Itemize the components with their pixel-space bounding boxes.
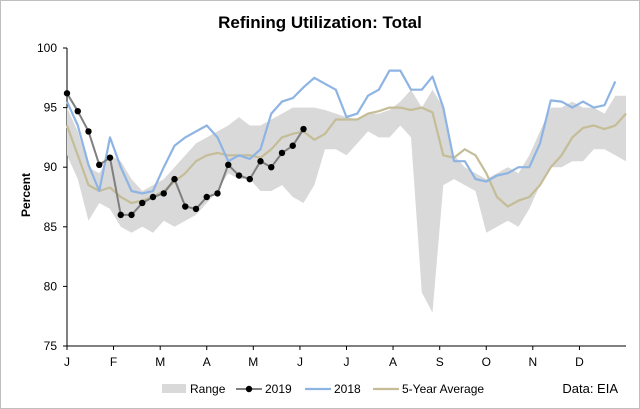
chart-title: Refining Utilization: Total: [218, 13, 422, 32]
point-2019: [182, 203, 189, 210]
point-2019: [289, 142, 296, 149]
point-2019: [300, 125, 307, 133]
x-tick-label: J: [344, 355, 350, 369]
point-2019: [225, 161, 232, 169]
x-tick-label: J: [297, 355, 303, 369]
five-year-average-line: [65, 106, 627, 208]
plot-area: 75 80 85 90 95 100 J F M A M J J A S O N D: [37, 41, 627, 369]
point-2019: [96, 161, 103, 169]
range-area: [67, 89, 626, 313]
y-tick-label: 100: [37, 41, 57, 55]
point-2019: [278, 149, 286, 157]
x-tick-label: A: [203, 355, 211, 369]
point-2019: [203, 193, 210, 201]
point-2019: [246, 175, 253, 183]
point-2019: [85, 128, 92, 135]
legend-label-2019: 2019: [265, 382, 292, 396]
point-2019: [214, 190, 221, 197]
line-2018: [65, 69, 617, 195]
y-axis-label: Percent: [19, 173, 33, 217]
point-2019: [139, 199, 146, 207]
legend-marker-2019: [245, 385, 253, 393]
legend-label-five-year-average: 5-Year Average: [402, 382, 484, 396]
legend-label-2018: 2018: [334, 382, 361, 396]
legend: Range 2019 2018 5-Year Average: [162, 382, 484, 396]
y-tick-label: 85: [44, 220, 58, 234]
point-2019: [106, 154, 114, 161]
point-2019: [268, 164, 275, 171]
legend-swatch-range: [162, 384, 186, 393]
y-tick-label: 80: [44, 279, 58, 293]
point-2019: [128, 211, 135, 219]
point-2019: [149, 193, 157, 201]
point-2019: [257, 158, 264, 165]
x-tick-label: J: [64, 355, 70, 369]
point-2019: [74, 107, 81, 115]
point-2019: [171, 175, 178, 183]
x-tick-label: M: [248, 355, 258, 369]
point-2019: [235, 172, 243, 179]
point-2019: [117, 211, 124, 219]
x-tick-label: A: [389, 355, 397, 369]
x-tick-label: M: [155, 355, 165, 369]
y-tick-label: 90: [44, 160, 58, 174]
x-tick-label: F: [110, 355, 117, 369]
x-tick-label: D: [575, 355, 584, 369]
x-tick-label: O: [482, 355, 491, 369]
x-tick-label: N: [528, 355, 537, 369]
point-2019: [63, 90, 71, 97]
legend-label-range: Range: [190, 382, 226, 396]
point-2019: [192, 205, 200, 213]
y-tick-label: 95: [44, 101, 58, 115]
point-2019: [160, 190, 167, 197]
data-source-note: Data: EIA: [562, 381, 618, 396]
x-tick-label: S: [436, 355, 444, 369]
y-tick-label: 75: [44, 339, 58, 353]
